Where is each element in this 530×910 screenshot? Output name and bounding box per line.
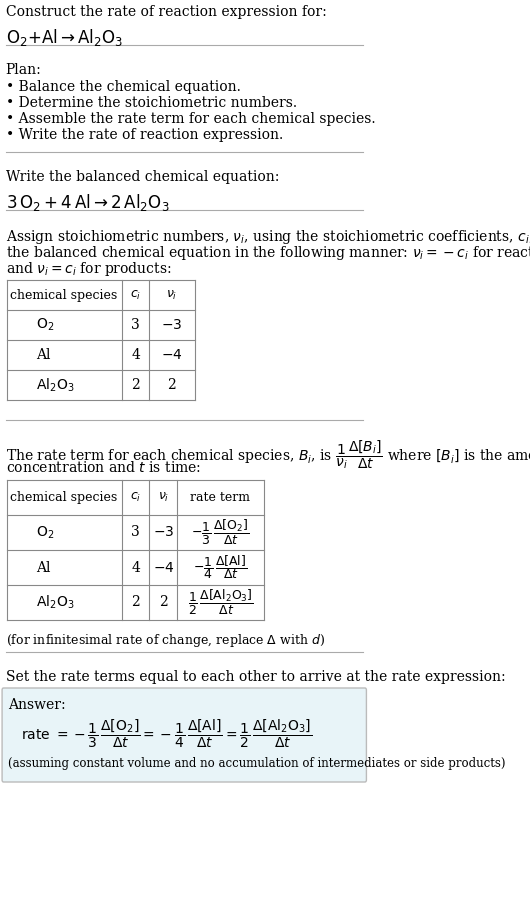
Text: and $\nu_i = c_i$ for products:: and $\nu_i = c_i$ for products: (5, 260, 171, 278)
Text: Write the balanced chemical equation:: Write the balanced chemical equation: (5, 170, 279, 184)
Text: Al: Al (36, 348, 51, 362)
FancyBboxPatch shape (2, 688, 366, 782)
Text: chemical species: chemical species (11, 288, 118, 301)
Text: the balanced chemical equation in the following manner: $\nu_i = -c_i$ for react: the balanced chemical equation in the fo… (5, 244, 530, 262)
Text: $3\,\mathrm{O_2} + 4\,\mathrm{Al} \rightarrow 2\,\mathrm{Al_2O_3}$: $3\,\mathrm{O_2} + 4\,\mathrm{Al} \right… (5, 192, 169, 213)
Text: $\nu_i$: $\nu_i$ (166, 288, 178, 301)
Text: $\mathrm{O_2}$: $\mathrm{O_2}$ (36, 317, 55, 333)
Text: Al: Al (36, 561, 51, 574)
Text: $\mathrm{Al_2O_3}$: $\mathrm{Al_2O_3}$ (36, 594, 75, 612)
Text: $c_i$: $c_i$ (130, 288, 141, 301)
Text: $c_i$: $c_i$ (130, 491, 141, 504)
Text: Assign stoichiometric numbers, $\nu_i$, using the stoichiometric coefficients, $: Assign stoichiometric numbers, $\nu_i$, … (5, 228, 530, 246)
Text: $\mathrm{Al_2O_3}$: $\mathrm{Al_2O_3}$ (36, 377, 75, 394)
Text: $\mathrm{O_2}$: $\mathrm{O_2}$ (36, 524, 55, 541)
Text: concentration and $t$ is time:: concentration and $t$ is time: (5, 460, 201, 475)
Text: 3: 3 (131, 318, 140, 332)
Text: Answer:: Answer: (8, 698, 66, 712)
Text: $-3$: $-3$ (161, 318, 182, 332)
Text: • Write the rate of reaction expression.: • Write the rate of reaction expression. (5, 128, 283, 142)
Text: 4: 4 (131, 348, 140, 362)
Text: chemical species: chemical species (11, 491, 118, 504)
Text: 2: 2 (131, 378, 140, 392)
Text: 2: 2 (167, 378, 176, 392)
Text: 4: 4 (131, 561, 140, 574)
Text: • Determine the stoichiometric numbers.: • Determine the stoichiometric numbers. (5, 96, 297, 110)
Text: 2: 2 (131, 595, 140, 610)
Text: Plan:: Plan: (5, 63, 41, 77)
Text: • Balance the chemical equation.: • Balance the chemical equation. (5, 80, 241, 94)
Text: (assuming constant volume and no accumulation of intermediates or side products): (assuming constant volume and no accumul… (8, 757, 506, 770)
Text: 3: 3 (131, 525, 140, 540)
Text: $\mathrm{O_2}$$ + \mathrm{Al} \rightarrow \mathrm{Al_2O_3}$: $\mathrm{O_2}$$ + \mathrm{Al} \rightarro… (5, 27, 123, 48)
Text: rate $= -\dfrac{1}{3}\,\dfrac{\Delta[\mathrm{O_2}]}{\Delta t} = -\dfrac{1}{4}\,\: rate $= -\dfrac{1}{3}\,\dfrac{\Delta[\ma… (21, 718, 312, 751)
Text: Construct the rate of reaction expression for:: Construct the rate of reaction expressio… (5, 5, 326, 19)
Text: $\nu_i$: $\nu_i$ (158, 491, 169, 504)
Text: (for infinitesimal rate of change, replace $\Delta$ with $d$): (for infinitesimal rate of change, repla… (5, 632, 324, 649)
Text: The rate term for each chemical species, $B_i$, is $\dfrac{1}{\nu_i}\dfrac{\Delt: The rate term for each chemical species,… (5, 438, 530, 470)
Text: $-3$: $-3$ (153, 525, 174, 540)
Text: $\dfrac{1}{2}\,\dfrac{\Delta[\mathrm{Al_2O_3}]}{\Delta t}$: $\dfrac{1}{2}\,\dfrac{\Delta[\mathrm{Al_… (188, 588, 253, 617)
Text: Set the rate terms equal to each other to arrive at the rate expression:: Set the rate terms equal to each other t… (5, 670, 505, 684)
Text: $-\dfrac{1}{3}\,\dfrac{\Delta[\mathrm{O_2}]}{\Delta t}$: $-\dfrac{1}{3}\,\dfrac{\Delta[\mathrm{O_… (191, 518, 250, 547)
Text: • Assemble the rate term for each chemical species.: • Assemble the rate term for each chemic… (5, 112, 375, 126)
Text: 2: 2 (159, 595, 168, 610)
Text: $-\dfrac{1}{4}\,\dfrac{\Delta[\mathrm{Al}]}{\Delta t}$: $-\dfrac{1}{4}\,\dfrac{\Delta[\mathrm{Al… (193, 553, 248, 581)
Text: rate term: rate term (190, 491, 250, 504)
Text: $-4$: $-4$ (161, 348, 182, 362)
Text: $-4$: $-4$ (153, 561, 174, 574)
